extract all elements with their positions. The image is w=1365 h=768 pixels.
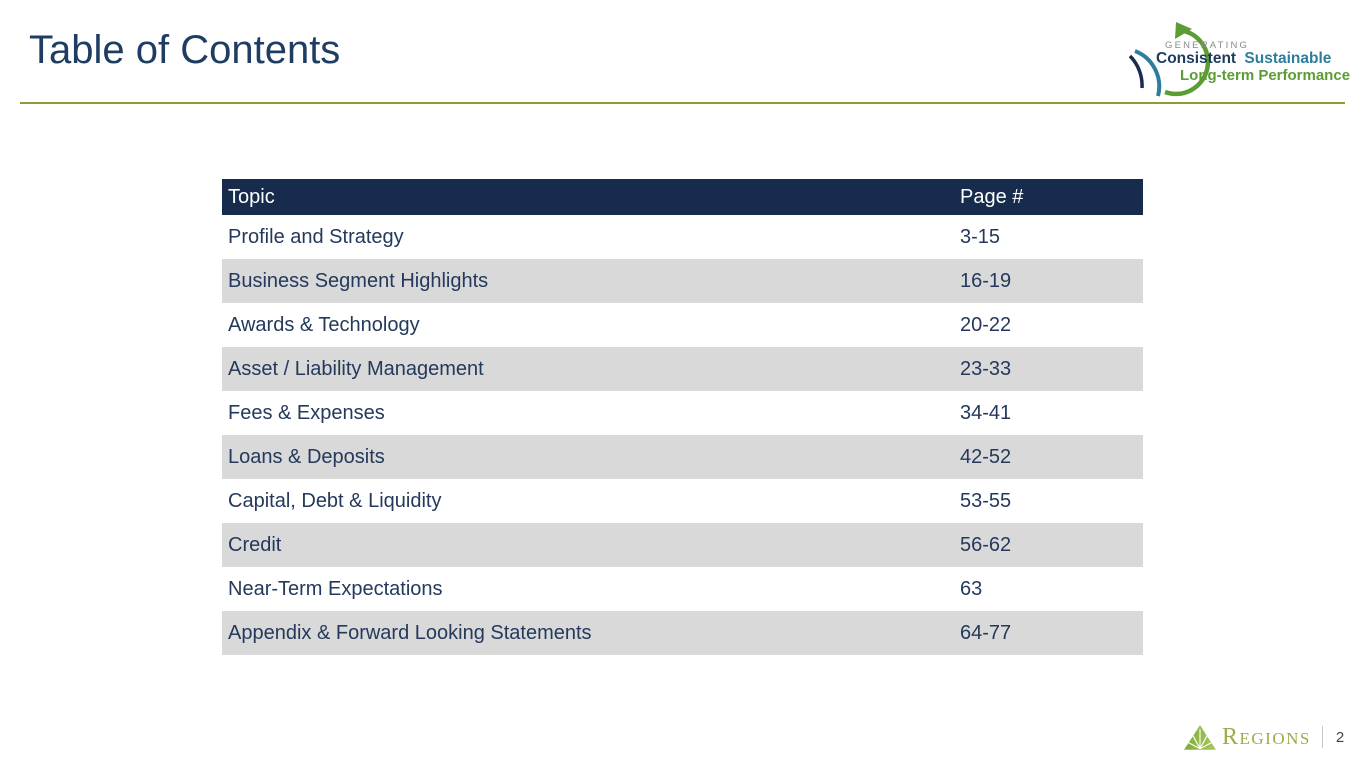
column-header-topic: Topic xyxy=(228,185,275,208)
toc-header-row: Topic Page # xyxy=(222,179,1143,215)
topic-cell: Near-Term Expectations xyxy=(228,577,443,600)
page-title: Table of Contents xyxy=(29,28,341,72)
tagline-sustainable: Sustainable xyxy=(1244,50,1332,67)
table-row: Business Segment Highlights 16-19 xyxy=(222,259,1143,303)
pages-cell: 56-62 xyxy=(960,533,1012,556)
topic-cell: Fees & Expenses xyxy=(228,401,385,424)
topic-cell: Loans & Deposits xyxy=(228,445,385,468)
pages-cell: 3-15 xyxy=(960,225,1001,248)
table-row: Capital, Debt & Liquidity 53-55 xyxy=(222,479,1143,523)
tagline-line2: Consistent Sustainable xyxy=(1156,50,1331,68)
table-row: Profile and Strategy 3-15 xyxy=(222,215,1143,259)
pages-cell: 16-19 xyxy=(960,269,1012,292)
table-row: Loans & Deposits 42-52 xyxy=(222,435,1143,479)
tagline-consistent: Consistent xyxy=(1156,50,1237,67)
column-header-page: Page # xyxy=(960,185,1024,208)
slide-page-number: 2 xyxy=(1335,728,1345,746)
title-divider xyxy=(20,102,1345,104)
table-row: Awards & Technology 20-22 xyxy=(222,303,1143,347)
table-row: Asset / Liability Management 23-33 xyxy=(222,347,1143,391)
topic-cell: Profile and Strategy xyxy=(228,225,404,248)
topic-cell: Awards & Technology xyxy=(228,313,420,336)
regions-wordmark: Regions xyxy=(1222,723,1311,750)
pages-cell: 64-77 xyxy=(960,621,1012,644)
pages-cell: 34-41 xyxy=(960,401,1012,424)
table-row: Credit 56-62 xyxy=(222,523,1143,567)
toc-table: Topic Page # Profile and Strategy 3-15 B… xyxy=(222,179,1143,655)
regions-logo-icon xyxy=(1184,724,1216,750)
cycle-arrow-icon xyxy=(1128,22,1211,97)
footer-divider xyxy=(1321,726,1323,748)
table-row: Appendix & Forward Looking Statements 64… xyxy=(222,611,1143,655)
table-row: Near-Term Expectations 63 xyxy=(222,567,1143,611)
tagline-longterm: Long-term Performance xyxy=(1180,67,1351,84)
table-row: Fees & Expenses 34-41 xyxy=(222,391,1143,435)
pages-cell: 42-52 xyxy=(960,445,1012,468)
topic-cell: Asset / Liability Management xyxy=(228,357,484,380)
toc-rows: Profile and Strategy 3-15 Business Segme… xyxy=(222,215,1143,655)
topic-cell: Business Segment Highlights xyxy=(228,269,489,292)
topic-cell: Capital, Debt & Liquidity xyxy=(228,489,442,512)
topic-cell: Credit xyxy=(228,533,282,556)
slide-footer: Regions 2 xyxy=(1184,722,1344,752)
pages-cell: 63 xyxy=(960,577,983,600)
tagline-generating: GENERATING xyxy=(1165,40,1250,51)
pages-cell: 20-22 xyxy=(960,313,1012,336)
pages-cell: 23-33 xyxy=(960,357,1012,380)
pages-cell: 53-55 xyxy=(960,489,1012,512)
topic-cell: Appendix & Forward Looking Statements xyxy=(228,621,592,644)
